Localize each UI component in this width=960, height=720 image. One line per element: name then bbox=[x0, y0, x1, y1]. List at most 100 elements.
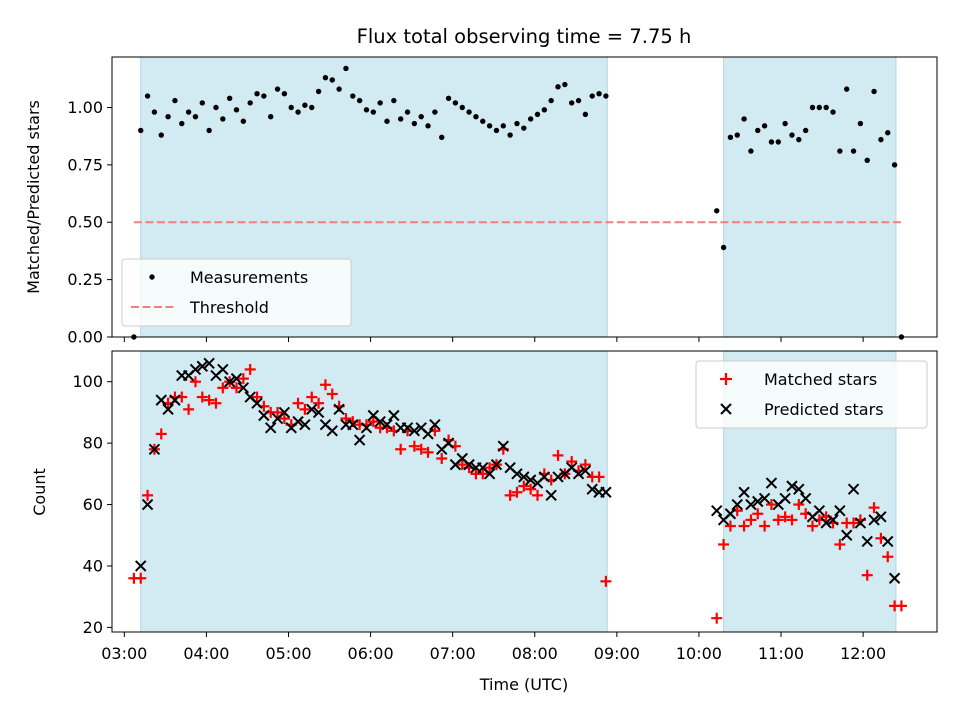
bottom-x-tick-label: 07:00 bbox=[430, 644, 476, 663]
matched-star-point bbox=[203, 394, 215, 406]
top-y-tick-label: 0.00 bbox=[67, 328, 103, 347]
measurement-point bbox=[322, 74, 329, 81]
measurement-point bbox=[480, 118, 486, 124]
measurement-point bbox=[151, 109, 158, 115]
measurement-point bbox=[541, 107, 548, 113]
predicted-star-point bbox=[217, 363, 229, 376]
predicted-star-point bbox=[408, 425, 421, 437]
matched-star-point bbox=[895, 600, 907, 612]
bottom-x-tick-label: 11:00 bbox=[758, 644, 804, 663]
matched-star-point bbox=[600, 575, 612, 587]
measurement-point bbox=[507, 132, 513, 138]
measurement-point bbox=[589, 93, 595, 99]
predicted-star-point bbox=[196, 360, 209, 373]
measurement-point bbox=[521, 125, 527, 131]
predicted-star-point bbox=[278, 406, 291, 419]
bottom-x-tick-label: 06:00 bbox=[348, 644, 394, 663]
predicted-star-point bbox=[490, 458, 503, 471]
predicted-star-point bbox=[779, 492, 791, 505]
measurement-point bbox=[844, 86, 850, 92]
top-panel-x-ticks bbox=[123, 337, 864, 342]
predicted-star-point bbox=[524, 474, 537, 486]
predicted-star-point bbox=[299, 418, 311, 431]
measurement-point bbox=[878, 136, 884, 143]
bottom-x-tick-label: 08:00 bbox=[512, 644, 558, 663]
predicted-star-stroke-b bbox=[882, 535, 894, 548]
measurement-point bbox=[514, 120, 520, 127]
bottom-x-tick-label: 12:00 bbox=[840, 644, 886, 663]
measurement-point bbox=[391, 97, 397, 104]
predicted-star-point bbox=[442, 437, 455, 449]
measurement-point bbox=[144, 93, 151, 99]
predicted-star-stroke-b bbox=[217, 363, 229, 376]
predicted-star-stroke-b bbox=[786, 480, 798, 492]
predicted-star-point bbox=[312, 406, 325, 419]
predicted-star-point bbox=[572, 468, 585, 480]
matched-star-point bbox=[882, 551, 894, 563]
measurement-point bbox=[857, 120, 864, 127]
matched-star-point bbox=[408, 440, 420, 452]
predicted-star-stroke-b bbox=[497, 440, 510, 452]
predicted-star-stroke-b bbox=[456, 452, 468, 465]
predicted-star-point bbox=[155, 394, 167, 406]
matched-star-point bbox=[292, 397, 304, 409]
matched-star-point bbox=[135, 572, 147, 584]
predicted-star-stroke-b bbox=[381, 418, 393, 431]
predicted-star-point bbox=[326, 425, 338, 437]
predicted-star-stroke-b bbox=[518, 471, 530, 483]
predicted-star-stroke-b bbox=[758, 492, 771, 505]
predicted-star-point bbox=[793, 483, 805, 495]
matched-star-point bbox=[745, 514, 757, 526]
predicted-star-point bbox=[381, 418, 393, 431]
predicted-star-stroke-b bbox=[477, 461, 489, 474]
measurement-point bbox=[315, 88, 322, 95]
measurement-point bbox=[165, 113, 171, 120]
matched-star-point bbox=[340, 413, 352, 425]
measurement-point bbox=[734, 132, 740, 138]
measurement-point bbox=[534, 111, 541, 118]
predicted-star-stroke-b bbox=[888, 572, 901, 584]
predicted-star-stroke-b bbox=[565, 461, 578, 474]
matched-star-point bbox=[272, 406, 284, 418]
predicted-star-stroke-b bbox=[306, 403, 318, 416]
predicted-star-stroke-b bbox=[793, 483, 805, 495]
predicted-star-point bbox=[292, 415, 304, 428]
measurement-point bbox=[562, 81, 568, 88]
bottom-x-tick-label: 03:00 bbox=[101, 644, 147, 663]
matched-star-point bbox=[313, 397, 325, 409]
predicted-star-point bbox=[162, 403, 174, 416]
predicted-star-point bbox=[347, 418, 359, 431]
matched-star-point bbox=[511, 486, 523, 498]
matched-star-point bbox=[861, 569, 873, 581]
measurement-point bbox=[206, 127, 212, 134]
predicted-star-stroke-b bbox=[799, 492, 812, 505]
measurement-point bbox=[418, 113, 424, 120]
predicted-star-stroke-b bbox=[162, 403, 174, 416]
predicted-star-stroke-b bbox=[765, 477, 778, 489]
predicted-star-stroke-b bbox=[745, 498, 757, 511]
predicted-star-point bbox=[401, 422, 414, 434]
bottom-y-tick-label: 20 bbox=[83, 618, 103, 637]
matched-star-point bbox=[326, 388, 338, 400]
measurement-point bbox=[329, 77, 335, 83]
top-y-tick-label: 1.00 bbox=[67, 98, 103, 117]
predicted-star-stroke-b bbox=[504, 461, 516, 474]
predicted-star-stroke-b bbox=[854, 517, 867, 529]
bottom-panel-y-label: Count bbox=[30, 468, 49, 516]
measurement-point bbox=[891, 162, 898, 168]
predicted-star-point bbox=[306, 403, 318, 416]
matched-star-point bbox=[217, 382, 229, 394]
measurement-point bbox=[830, 109, 836, 115]
measurement-point bbox=[445, 95, 452, 102]
bottom-panel: 20 40 60 80 100 03:00 04:00 05:00 06:00 07:00 08:… bbox=[30, 350, 938, 694]
predicted-star-point bbox=[518, 471, 530, 483]
predicted-star-stroke-b bbox=[779, 492, 791, 505]
measurement-point bbox=[864, 157, 870, 163]
top-panel-y-axis: 0.00 0.25 0.50 0.75 1.00 bbox=[67, 98, 112, 347]
bottom-y-tick-label: 40 bbox=[83, 556, 103, 575]
predicted-star-point bbox=[141, 498, 154, 511]
predicted-star-point bbox=[813, 504, 826, 517]
predicted-star-stroke-b bbox=[752, 495, 764, 508]
measurement-point bbox=[720, 244, 727, 251]
predicted-stars-points bbox=[135, 357, 901, 584]
